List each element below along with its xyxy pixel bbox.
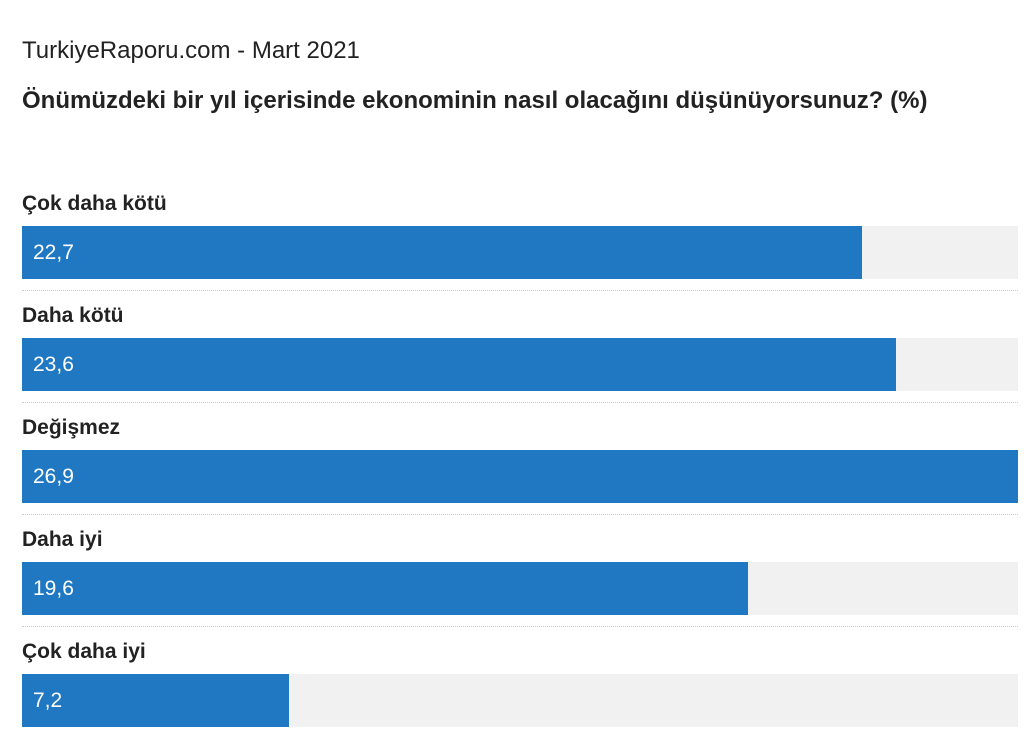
bar-chart: TurkiyeRaporu.com - Mart 2021 Önümüzdeki… [22,0,1018,753]
row-divider [22,626,1018,627]
bar-track: 7,2 [22,674,1018,727]
chart-source: TurkiyeRaporu.com - Mart 2021 [22,37,360,64]
chart-row: Daha kötü 23,6 [22,300,1018,412]
bar: 23,6 [22,338,896,391]
bar-value-label: 26,9 [33,465,74,488]
bar-track: 22,7 [22,226,1018,279]
bar-value-label: 19,6 [33,577,74,600]
row-divider [22,402,1018,403]
row-divider [22,514,1018,515]
chart-rows: Çok daha kötü 22,7 Daha kötü 23,6 Değişmez 26… [22,188,1018,748]
chart-row: Daha iyi 19,6 [22,524,1018,636]
bar-track: 23,6 [22,338,1018,391]
category-label: Daha iyi [22,528,103,551]
bar: 19,6 [22,562,748,615]
category-label: Değişmez [22,416,121,439]
bar: 7,2 [22,674,289,727]
category-label: Çok daha kötü [22,192,167,215]
chart-row: Çok daha iyi 7,2 [22,636,1018,748]
bar-value-label: 22,7 [33,241,74,264]
bar: 26,9 [22,450,1018,503]
chart-row: Çok daha kötü 22,7 [22,188,1018,300]
category-label: Çok daha iyi [22,640,146,663]
bar: 22,7 [22,226,862,279]
category-label: Daha kötü [22,304,124,327]
bar-track: 26,9 [22,450,1018,503]
bar-value-label: 7,2 [33,689,63,712]
chart-title: Önümüzdeki bir yıl içerisinde ekonominin… [22,87,928,114]
row-divider [22,290,1018,291]
bar-value-label: 23,6 [33,353,74,376]
bar-track: 19,6 [22,562,1018,615]
chart-row: Değişmez 26,9 [22,412,1018,524]
